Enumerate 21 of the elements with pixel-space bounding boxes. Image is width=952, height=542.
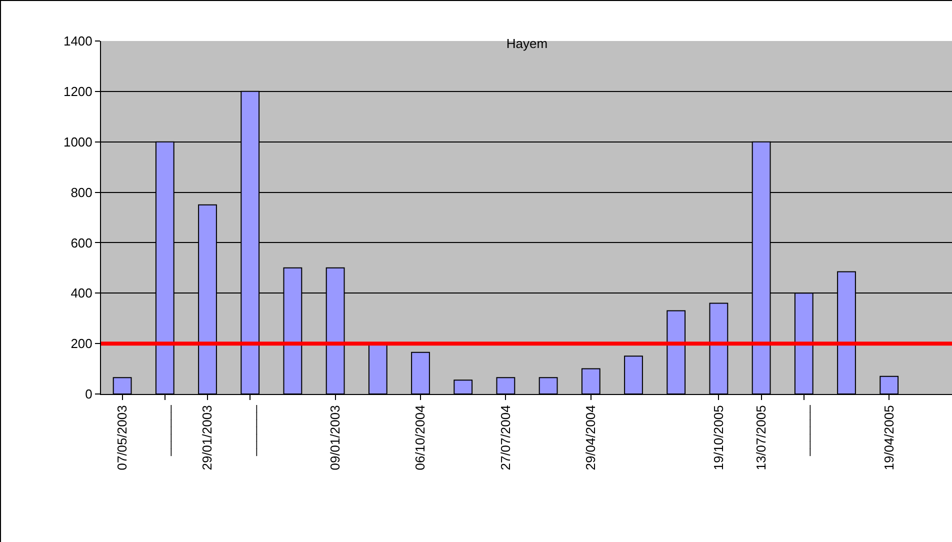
x-tick-label: 27/07/2004 [498, 405, 513, 470]
x-tick-label: _______ [157, 404, 172, 457]
x-tick-label: 29/04/2004 [583, 405, 598, 470]
x-tick-label: 19/04/2005 [881, 405, 896, 470]
y-tick-label: 200 [70, 336, 92, 352]
y-tick-label: 1000 [63, 134, 92, 150]
x-tick-label: 29/01/2003 [200, 405, 215, 470]
x-tick-label: 19/10/2005 [710, 405, 726, 470]
y-tick-label: 400 [70, 286, 92, 301]
y-tick-label: 1400 [63, 34, 92, 49]
y-tick-label: 0 [85, 386, 92, 402]
x-tick-label: _______ [796, 404, 812, 457]
y-tick-label: 800 [70, 184, 92, 200]
x-tick-label: 07/05/2003 [114, 405, 130, 470]
x-tick-label: 06/10/2004 [412, 405, 428, 470]
x-tick-label: _______ [242, 404, 258, 457]
y-tick-label: 1200 [63, 84, 92, 99]
x-tick-label: 09/01/2003 [328, 405, 343, 470]
x-tick-label: 13/07/2005 [754, 405, 769, 470]
chart-title: Hayem [506, 36, 548, 52]
y-tick-label: 600 [70, 235, 92, 250]
